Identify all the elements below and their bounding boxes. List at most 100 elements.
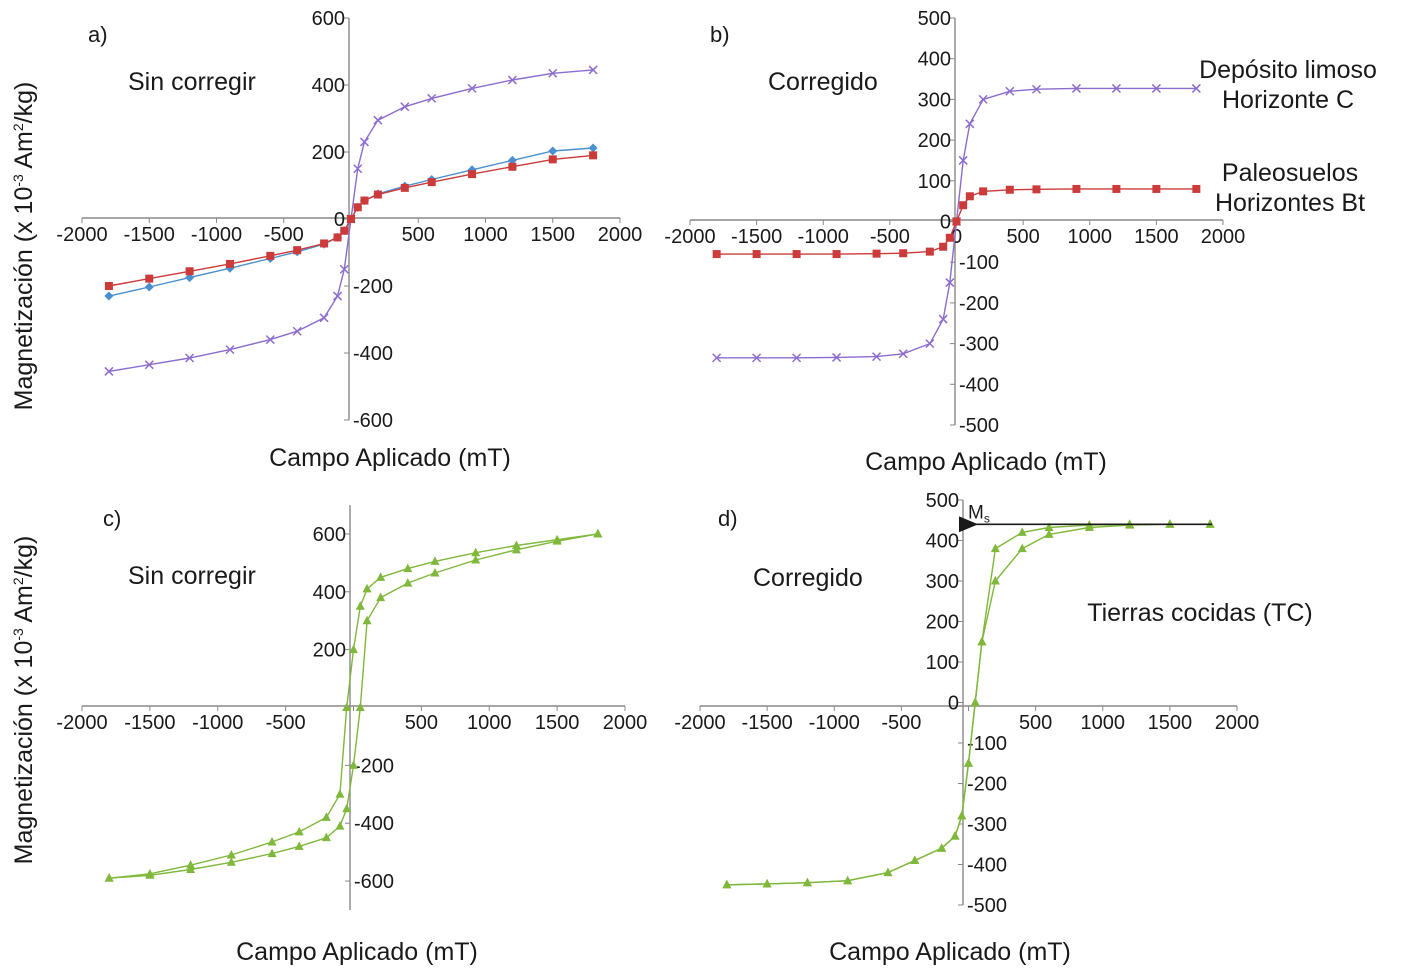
- data-point-x: [1031, 84, 1041, 94]
- y-tick-label: -400: [967, 855, 1007, 877]
- data-point-triangle: [990, 543, 1000, 553]
- y-tick-label: 200: [918, 130, 951, 152]
- data-point-x: [978, 94, 988, 104]
- data-point-x: [1151, 83, 1161, 93]
- data-point-triangle: [267, 848, 277, 858]
- y-tick-label: -200: [967, 774, 1007, 796]
- legend-label-deposito-line1: Depósito limoso: [1199, 56, 1377, 84]
- data-point-triangle: [883, 867, 893, 877]
- y-tick-label: -100: [959, 252, 999, 274]
- data-point-triangle: [957, 810, 967, 820]
- data-point-triangle: [970, 697, 980, 706]
- data-point-triangle: [342, 803, 352, 813]
- data-point-diamond: [548, 146, 558, 156]
- panel-note: Corregido: [753, 564, 863, 592]
- data-point-triangle: [145, 870, 155, 879]
- data-point-square: [333, 233, 342, 242]
- data-point-x: [872, 352, 882, 362]
- data-point-x: [792, 353, 802, 363]
- x-tick-label: -500: [266, 712, 306, 734]
- data-point-square: [293, 246, 302, 255]
- data-point-triangle: [802, 877, 812, 887]
- data-point-square: [400, 183, 409, 192]
- y-tick-label: 0: [940, 212, 951, 234]
- panel-letter: c): [103, 506, 121, 531]
- data-point-triangle: [342, 702, 352, 711]
- data-point-square: [952, 217, 961, 226]
- x-tick-label: -1000: [191, 224, 242, 246]
- data-point-x: [333, 291, 343, 301]
- y-tick-label: 100: [926, 652, 959, 674]
- data-point-triangle: [267, 837, 277, 846]
- y-tick-label: 0: [948, 693, 959, 715]
- panel-note: Corregido: [768, 68, 878, 96]
- data-point-triangle: [355, 601, 365, 610]
- x-tick-label: 1000: [463, 224, 508, 246]
- data-point-square: [548, 155, 557, 164]
- panel-note: Sin corregir: [128, 562, 256, 590]
- data-point-square: [589, 151, 598, 160]
- y-tick-label: 200: [313, 640, 346, 662]
- y-tick-label: -200: [959, 293, 999, 315]
- y-tick-label: -400: [959, 374, 999, 396]
- y-axis-label-bottom: Magnetización (x 10-3 Am2/kg): [10, 536, 38, 865]
- data-point-square: [959, 201, 968, 210]
- data-point-triangle: [990, 576, 1000, 585]
- data-point-diamond: [588, 143, 598, 153]
- data-point-square: [225, 259, 234, 268]
- x-axis-label: Campo Aplicado (mT): [236, 938, 478, 966]
- x-tick-label: 1000: [1068, 226, 1113, 248]
- y-tick-label: 100: [918, 171, 951, 193]
- data-point-square: [1192, 184, 1201, 193]
- legend-label-deposito-line2: Horizonte C: [1222, 86, 1354, 114]
- data-point-x: [225, 345, 235, 355]
- x-tick-label: 1500: [535, 712, 580, 734]
- y-tick-label: -200: [353, 276, 393, 298]
- data-point-x: [427, 93, 437, 103]
- data-point-square: [353, 203, 362, 212]
- y-tick-label: 300: [918, 89, 951, 111]
- x-tick-label: -1000: [192, 712, 243, 734]
- data-point-x: [265, 335, 275, 345]
- data-point-triangle: [430, 556, 440, 565]
- data-point-x: [938, 314, 948, 324]
- y-tick-label: 500: [926, 490, 959, 512]
- y-tick-label: 400: [312, 75, 345, 97]
- data-point-triangle: [294, 841, 304, 850]
- data-point-triangle: [376, 572, 386, 581]
- panel-a: a) Sin corregir Campo Aplicado (mT) -200…: [56, 8, 642, 472]
- data-point-square: [965, 192, 974, 201]
- data-point-square: [792, 250, 801, 259]
- x-tick-label: 1000: [467, 712, 512, 734]
- data-point-triangle: [403, 563, 413, 573]
- data-point-x: [1111, 83, 1121, 93]
- data-point-triangle: [430, 567, 440, 577]
- data-point-x: [945, 278, 955, 288]
- x-axis-label: Campo Aplicado (mT): [269, 444, 511, 472]
- y-tick-label: -200: [354, 755, 394, 777]
- x-tick-label: -2000: [664, 226, 715, 248]
- data-point-x: [752, 353, 762, 363]
- x-axis-label: Campo Aplicado (mT): [829, 938, 1071, 966]
- data-point-triangle: [321, 832, 331, 842]
- data-point-x: [319, 313, 329, 323]
- data-point-x: [832, 352, 842, 362]
- data-point-square: [1112, 184, 1121, 193]
- data-point-square: [508, 162, 517, 171]
- data-point-x: [359, 137, 369, 147]
- y-tick-label: -400: [354, 813, 394, 835]
- data-point-x: [548, 68, 558, 78]
- data-point-triangle: [593, 528, 603, 538]
- data-point-square: [427, 178, 436, 187]
- data-point-square: [360, 196, 369, 205]
- y-tick-label: -300: [967, 814, 1007, 836]
- data-point-square: [185, 267, 194, 276]
- x-tick-label: 1000: [1081, 712, 1126, 734]
- data-point-triangle: [910, 855, 920, 864]
- panel-b: b) Corregido Campo Aplicado (mT) Depósit…: [664, 8, 1377, 476]
- data-point-triangle: [937, 843, 947, 852]
- x-tick-label: 2000: [1215, 712, 1260, 734]
- data-point-x: [1071, 83, 1081, 93]
- data-point-triangle: [511, 544, 521, 554]
- x-tick-label: 1500: [531, 224, 576, 246]
